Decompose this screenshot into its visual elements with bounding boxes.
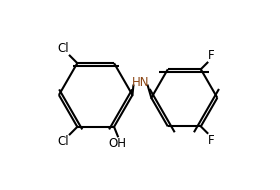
Text: Cl: Cl — [57, 42, 69, 55]
Text: Cl: Cl — [57, 135, 69, 148]
Text: HN: HN — [132, 76, 149, 89]
Text: F: F — [208, 49, 214, 62]
Text: OH: OH — [109, 137, 127, 150]
Text: F: F — [208, 134, 214, 146]
